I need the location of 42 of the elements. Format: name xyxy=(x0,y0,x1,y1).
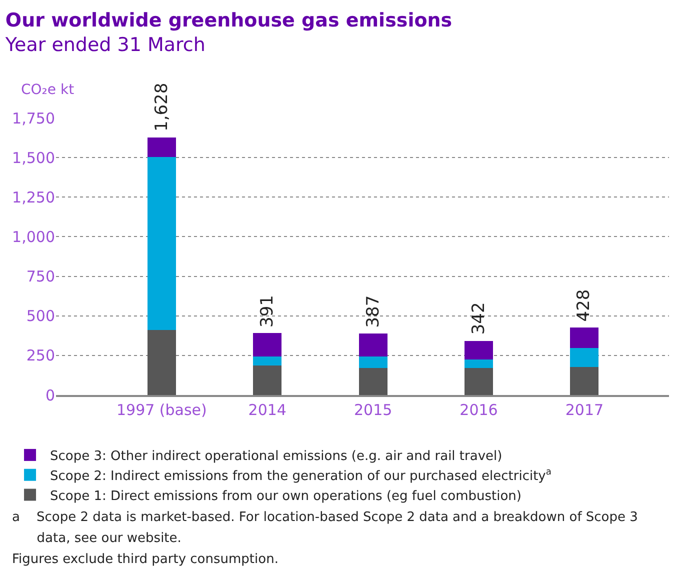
y-tick-label: 500 xyxy=(26,307,55,326)
legend-label: Scope 1: Direct emissions from our own operations (eg fuel combustion) xyxy=(50,488,522,504)
bar xyxy=(464,360,494,368)
y-tick-label: 1,250 xyxy=(12,188,55,206)
bar xyxy=(358,356,388,368)
total-label: 428 xyxy=(574,289,594,322)
x-tick-label: 2017 xyxy=(565,401,604,419)
bar xyxy=(464,368,494,395)
bar xyxy=(253,356,282,366)
text: data, see our website. xyxy=(12,531,182,546)
total-label: 1,628 xyxy=(152,82,172,132)
y-tick-label: 1,500 xyxy=(12,148,55,167)
bar xyxy=(570,366,599,395)
x-tick-label: 2015 xyxy=(354,401,392,419)
x-tick-label: 1997 (base) xyxy=(116,401,207,419)
bar xyxy=(147,137,176,158)
bar xyxy=(570,327,599,348)
y-axis-title: CO₂e kt xyxy=(21,82,75,98)
bar xyxy=(253,366,282,395)
chart-title: Our worldwide greenhouse gas emissions xyxy=(5,9,452,32)
bar xyxy=(253,333,282,357)
y-tick-label: 0 xyxy=(45,386,55,404)
y-tick-label: 1,750 xyxy=(12,109,55,128)
bar xyxy=(147,330,176,395)
y-tick-label: 250 xyxy=(26,346,55,365)
legend-label: Scope 2: Indirect emissions from the generation of our purchased electricity$^{a}$ xyxy=(50,467,552,484)
y-tick-label: 750 xyxy=(26,268,55,286)
bar xyxy=(147,157,176,330)
legend-label: Scope 3: Other indirect operational emissions (e.g. air and rail travel) xyxy=(50,449,502,464)
bar xyxy=(570,348,599,367)
x-tick-label: 2014 xyxy=(248,401,286,419)
total-label: 387 xyxy=(363,295,384,328)
total-label: 342 xyxy=(468,302,489,335)
x-tick-label: 2016 xyxy=(460,401,498,419)
chart-subtitle: Year ended 31 March xyxy=(4,34,206,56)
bar xyxy=(358,334,388,357)
y-tick-label: 1,000 xyxy=(12,228,55,246)
text: Figures exclude third party consumption. xyxy=(12,552,278,567)
bar xyxy=(464,340,494,360)
text: a Scope 2 data is market-based. For location-based Scope 2 data and a breakdown of Scope 3 xyxy=(12,510,638,525)
bar xyxy=(358,368,388,395)
total-label: 391 xyxy=(257,295,278,328)
